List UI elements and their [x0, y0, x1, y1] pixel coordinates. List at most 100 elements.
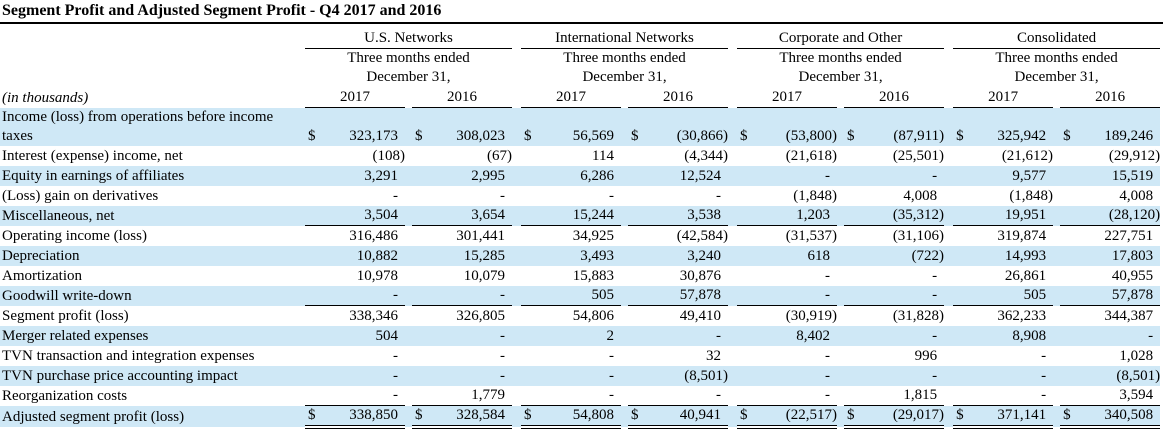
- gap-spacer: [512, 205, 521, 226]
- year-header-2016: 2016: [844, 86, 945, 108]
- cell-value: 505: [537, 285, 621, 306]
- currency-symbol: [1060, 245, 1077, 266]
- cell-value: 49,410: [679, 307, 722, 324]
- cell-value: -: [321, 285, 405, 306]
- gap-spacer: [405, 285, 412, 306]
- row-label: Depreciation: [0, 245, 305, 266]
- row-label: TVN transaction and integration expenses: [2, 347, 255, 364]
- gap-spacer: [728, 346, 737, 366]
- currency-symbol: [521, 245, 537, 266]
- period-header-row-1: Three months ended Three months ended Th…: [0, 48, 1160, 68]
- gap-spacer: [1053, 107, 1061, 146]
- currency-symbol: [737, 165, 754, 186]
- currency-symbol: [628, 285, 644, 306]
- currency-symbol: [844, 165, 861, 186]
- currency-symbol: $: [521, 107, 537, 146]
- table-row: (Loss) gain on derivatives - - - - (1,84…: [0, 186, 1160, 206]
- gap-spacer: [1053, 365, 1061, 386]
- gap-spacer: [405, 325, 412, 346]
- currency-symbol: $: [305, 405, 321, 429]
- period-date-label: December 31,: [1014, 68, 1099, 85]
- gap-spacer: [621, 87, 628, 108]
- cell-value: 32: [706, 347, 722, 364]
- table-row: Segment profit (loss) 338,346 326,805 54…: [0, 306, 1160, 326]
- cell-value: -: [716, 187, 722, 204]
- currency-symbol: [628, 346, 644, 366]
- currency-symbol: [1060, 186, 1076, 206]
- cell-value: -: [753, 285, 838, 306]
- currency-symbol: [844, 385, 861, 406]
- gap-spacer: [837, 205, 845, 226]
- currency-symbol: [521, 365, 537, 386]
- currency-symbol: [953, 325, 970, 346]
- gap-spacer: [944, 165, 954, 186]
- gap-spacer: [728, 107, 738, 146]
- gap-spacer: [405, 205, 412, 226]
- currency-symbol: [737, 226, 753, 246]
- currency-symbol: [628, 226, 644, 246]
- gap-spacer: [944, 405, 954, 427]
- gap-spacer: [512, 186, 521, 206]
- cell-value: 371,141: [969, 405, 1054, 429]
- row-label: Interest (expense) income, net: [2, 147, 183, 164]
- gap-spacer: [837, 285, 845, 306]
- gap-spacer: [512, 165, 521, 186]
- currency-symbol: [305, 205, 321, 226]
- gap-spacer: [405, 245, 412, 266]
- cell-value: -: [969, 365, 1054, 386]
- gap-spacer: [837, 405, 845, 427]
- gap-spacer: [621, 365, 628, 386]
- currency-symbol: [628, 245, 644, 266]
- gap-spacer: [837, 245, 845, 266]
- currency-symbol: $: [844, 107, 861, 146]
- cell-value: 17,803: [1076, 245, 1161, 266]
- currency-symbol: [305, 146, 321, 166]
- currency-symbol: [844, 285, 861, 306]
- gap-spacer: [405, 165, 412, 186]
- cell-value: -: [825, 267, 831, 284]
- gap-spacer: [944, 365, 954, 386]
- cell-value: 319,874: [997, 227, 1047, 244]
- currency-symbol: [737, 285, 754, 306]
- gap-spacer: [512, 48, 521, 68]
- gap-spacer: [728, 27, 737, 48]
- period-date-label: December 31,: [582, 68, 667, 85]
- currency-symbol: [521, 205, 537, 226]
- cell-value: (21,618): [785, 147, 838, 164]
- page-title: Segment Profit and Adjusted Segment Prof…: [0, 0, 1163, 24]
- group-header-corporate-and-other: Corporate and Other: [737, 27, 945, 49]
- table-row: Adjusted segment profit (loss) $ 338,850…: [0, 405, 1161, 429]
- gap-spacer: [512, 346, 521, 366]
- gap-spacer: [944, 27, 953, 48]
- gap-spacer: [944, 68, 953, 87]
- table-row: Reorganization costs - 1,779 - - - 1,815…: [0, 385, 1161, 406]
- cell-value: 6,286: [537, 165, 621, 186]
- gap-spacer: [405, 346, 412, 366]
- currency-symbol: [737, 186, 753, 206]
- row-label: Goodwill write-down: [0, 285, 305, 306]
- currency-symbol: [844, 205, 861, 226]
- currency-symbol: [1060, 165, 1077, 186]
- cell-value: 57,878: [644, 285, 729, 306]
- currency-symbol: [412, 285, 428, 306]
- cell-value: -: [969, 385, 1054, 406]
- gap-spacer: [405, 107, 412, 146]
- currency-symbol: [1060, 385, 1077, 406]
- gap-spacer: [728, 87, 737, 108]
- gap-spacer: [728, 266, 737, 286]
- currency-symbol: $: [628, 405, 644, 429]
- gap-spacer: [837, 365, 845, 386]
- row-label: Segment profit (loss): [2, 307, 129, 324]
- currency-symbol: [412, 365, 428, 386]
- in-thousands-label: (in thousands): [2, 89, 89, 106]
- cell-value: 338,850: [321, 405, 405, 429]
- currency-symbol: [412, 325, 428, 346]
- year-header-2017: 2017: [737, 86, 838, 108]
- cell-value: 34,925: [572, 227, 614, 244]
- cell-value: 57,878: [1076, 285, 1161, 306]
- cell-value: 3,538: [644, 205, 729, 226]
- row-label: Operating income (loss): [2, 227, 147, 244]
- gap-spacer: [944, 325, 954, 346]
- currency-symbol: [628, 205, 644, 226]
- currency-symbol: [1060, 306, 1076, 326]
